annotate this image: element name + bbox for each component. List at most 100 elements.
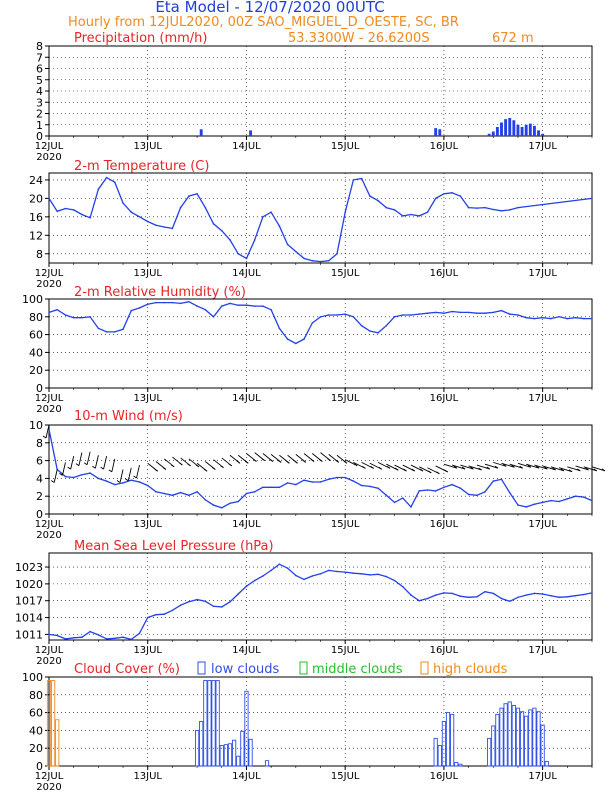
wind-barb-head bbox=[261, 458, 265, 461]
mslp-line-point bbox=[286, 567, 289, 569]
mslp-line-point bbox=[476, 596, 478, 598]
mslp-line-point bbox=[517, 596, 519, 599]
wind-speed-line-point bbox=[459, 487, 462, 490]
y-tick-label: 4 bbox=[36, 85, 43, 98]
wind-speed-line-point bbox=[245, 492, 248, 495]
x-tick-year: 2020 bbox=[36, 404, 61, 415]
mslp-line-point bbox=[533, 592, 536, 595]
wind-speed-line-point bbox=[253, 491, 256, 493]
wind-barb bbox=[550, 466, 564, 472]
rh-line-point bbox=[97, 327, 100, 330]
wind-barb-head bbox=[154, 468, 158, 472]
mslp-line-point bbox=[130, 638, 133, 641]
mslp-line-point bbox=[451, 592, 453, 595]
mslp-line-point bbox=[303, 578, 305, 581]
rh-line-point bbox=[344, 313, 347, 315]
wind-speed-line-point bbox=[48, 428, 50, 431]
header-info: Hourly from 12JUL2020, 00Z SAO_MIGUEL_D_… bbox=[68, 15, 459, 30]
precip-bar bbox=[541, 133, 545, 136]
cloud-bar bbox=[194, 729, 200, 767]
wind-speed-line-point bbox=[196, 491, 198, 493]
rh-line-point bbox=[311, 322, 314, 324]
wind-barb bbox=[78, 452, 83, 466]
mslp-line-point bbox=[212, 605, 215, 608]
wind-speed-line-point bbox=[105, 480, 108, 482]
x-tick-label: 13JUL bbox=[133, 771, 162, 782]
y-tick-label: 0 bbox=[36, 760, 43, 773]
cloud-bar bbox=[207, 680, 212, 767]
wind-barb-head bbox=[378, 466, 383, 470]
plot-frame bbox=[48, 45, 593, 137]
temp-line-point bbox=[476, 207, 478, 209]
rh-line-point bbox=[410, 314, 412, 316]
x-tick-label: 12JUL bbox=[35, 645, 64, 656]
y-tick-label: 80 bbox=[29, 311, 43, 324]
precip-bar bbox=[516, 124, 520, 136]
x-tick-label: 12JUL bbox=[35, 771, 64, 782]
cloud-bar bbox=[454, 761, 459, 767]
wind-barb bbox=[542, 465, 556, 471]
x-tick-label: 12JUL bbox=[35, 393, 64, 404]
rh-line bbox=[48, 301, 592, 345]
precip-bar bbox=[495, 127, 499, 136]
temp-line-point bbox=[229, 239, 231, 241]
x-tick-label: 15JUL bbox=[331, 141, 360, 152]
wind-speed-line-point bbox=[500, 478, 503, 481]
cloud-bar bbox=[236, 755, 241, 767]
wind-speed-line-point bbox=[369, 485, 371, 488]
cloud-bar bbox=[211, 680, 216, 767]
temp-line-point bbox=[221, 229, 223, 232]
x-tick-label: 12JUL bbox=[35, 519, 64, 530]
temp-line-point bbox=[72, 209, 75, 211]
legend-high-label: high clouds bbox=[433, 662, 508, 677]
wind-speed-line-point bbox=[533, 503, 536, 506]
mslp-line-point bbox=[377, 573, 379, 576]
rh-line-point bbox=[484, 312, 486, 315]
wind-barb-head bbox=[195, 464, 200, 468]
rh-line-point bbox=[377, 332, 379, 334]
temp-line-point bbox=[451, 192, 453, 194]
cloud-bar bbox=[433, 737, 438, 767]
temp-line-point bbox=[130, 211, 133, 213]
wind-speed-line-point bbox=[591, 499, 593, 502]
temp-line-point bbox=[591, 197, 593, 200]
wind-barb-head bbox=[343, 460, 348, 464]
y-tick-label: 2 bbox=[36, 490, 43, 503]
wind-barb-head bbox=[294, 460, 298, 464]
wind-speed-line-point bbox=[286, 482, 289, 484]
mslp-line-point bbox=[155, 613, 157, 616]
wind-speed-line-point bbox=[319, 481, 322, 483]
wind-speed-line-point bbox=[402, 497, 404, 499]
mslp-line-point bbox=[500, 597, 503, 600]
wind-speed-line-point bbox=[188, 494, 190, 497]
precip-bar bbox=[434, 128, 438, 136]
wind-barb-head bbox=[302, 459, 307, 463]
y-tick-label: 40 bbox=[29, 724, 43, 737]
temp-line-point bbox=[138, 216, 141, 218]
temp-line-point bbox=[393, 209, 396, 211]
rh-line-point bbox=[188, 300, 190, 303]
wind-barb-head bbox=[108, 469, 113, 473]
rh-line-point bbox=[253, 305, 256, 307]
rh-line-point bbox=[508, 313, 511, 315]
y-tick-label: 4 bbox=[36, 472, 43, 485]
x-tick-label: 14JUL bbox=[232, 645, 261, 656]
rh-line-point bbox=[541, 316, 544, 319]
rh-line-point bbox=[237, 304, 239, 307]
x-tick-label: 17JUL bbox=[528, 141, 557, 152]
precip-bar bbox=[504, 119, 508, 136]
temp-line-point bbox=[484, 206, 486, 209]
mslp-line-point bbox=[81, 636, 83, 638]
temp-line-point bbox=[212, 223, 215, 225]
temp-line-point bbox=[81, 213, 83, 216]
wind-barb bbox=[509, 463, 523, 469]
rh-line-point bbox=[467, 311, 470, 314]
wind-speed-line-point bbox=[336, 476, 338, 479]
precip-bar bbox=[524, 124, 528, 136]
header-elevation: 672 m bbox=[492, 31, 534, 46]
wind-title: 10-m Wind (m/s) bbox=[74, 409, 183, 424]
wind-barb-head bbox=[503, 464, 507, 467]
wind-speed-line-point bbox=[278, 486, 281, 489]
cloud-bar bbox=[524, 715, 529, 767]
cloud-bar bbox=[515, 707, 521, 767]
